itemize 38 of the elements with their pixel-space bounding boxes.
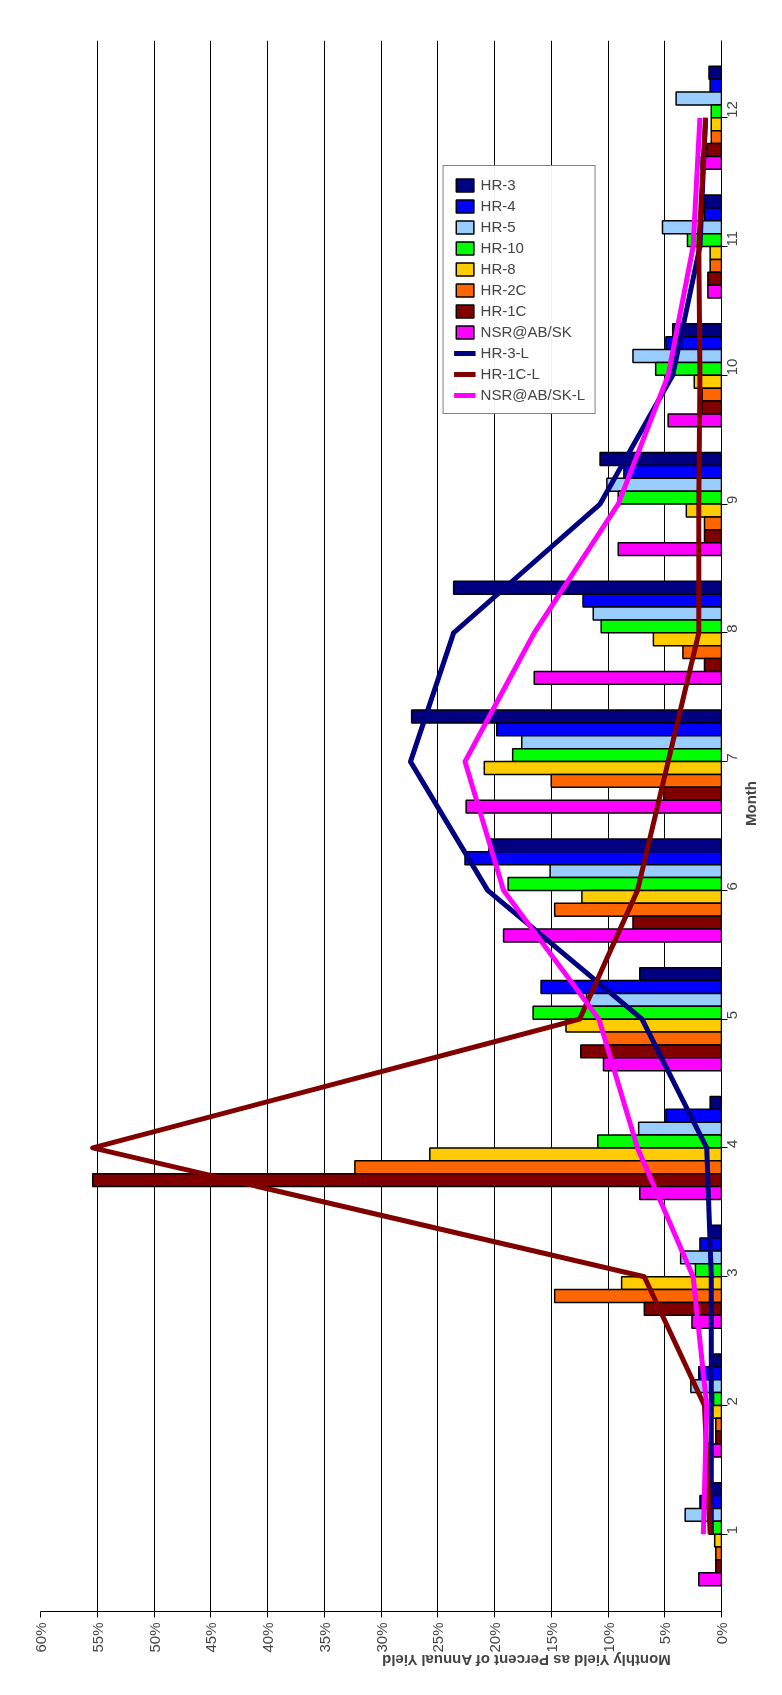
x-axis-title: Monthly Yield as Percent of Annual Yield — [382, 1652, 671, 1670]
y-tick-label: 4 — [723, 1139, 741, 1148]
x-tick-label: 20% — [486, 1622, 503, 1653]
x-tick-label: 40% — [259, 1622, 276, 1653]
legend-label: HR-3 — [480, 176, 516, 193]
legend-label: HR-3-L — [480, 344, 529, 361]
y-tick-label: 12 — [723, 101, 741, 118]
legend-label: HR-1C — [480, 302, 527, 319]
x-tick-label: 35% — [315, 1622, 333, 1653]
x-tick-label: 30% — [372, 1622, 390, 1653]
x-tick-label: 45% — [202, 1622, 220, 1653]
y-tick-label: 5 — [723, 1010, 741, 1020]
legend-label: HR-10 — [480, 239, 524, 256]
x-tick-label: 25% — [429, 1622, 447, 1653]
y-tick-label: 1 — [723, 1525, 741, 1535]
x-tick-label: 10% — [599, 1622, 617, 1653]
x-tick-label: 15% — [542, 1622, 560, 1653]
legend-label: HR-4 — [480, 197, 516, 214]
legend-label: NSR@AB/SK — [480, 323, 572, 340]
y-tick-label: 10 — [723, 358, 741, 376]
legend-label: HR-8 — [480, 260, 516, 277]
y-tick-label: 2 — [723, 1397, 741, 1406]
y-tick-label: 3 — [723, 1268, 741, 1277]
legend-label: NSR@AB/SK-L — [480, 386, 585, 403]
y-tick-label: 9 — [723, 495, 741, 505]
y-tick-label: 11 — [723, 230, 741, 247]
x-tick-label: 55% — [88, 1622, 106, 1653]
y-tick-label: 6 — [723, 882, 741, 891]
legend-label: HR-1C-L — [480, 365, 540, 382]
x-tick-label: 0% — [713, 1622, 730, 1645]
x-tick-label: 5% — [656, 1622, 674, 1645]
y-tick-label: 7 — [723, 753, 741, 762]
legend-label: HR-5 — [480, 218, 516, 235]
legend-label: HR-2C — [480, 281, 527, 298]
y-tick-label: 8 — [723, 624, 741, 633]
x-tick-label: 50% — [145, 1622, 163, 1653]
y-axis-title: Month — [742, 781, 759, 826]
x-tick-label: 60% — [32, 1622, 49, 1653]
